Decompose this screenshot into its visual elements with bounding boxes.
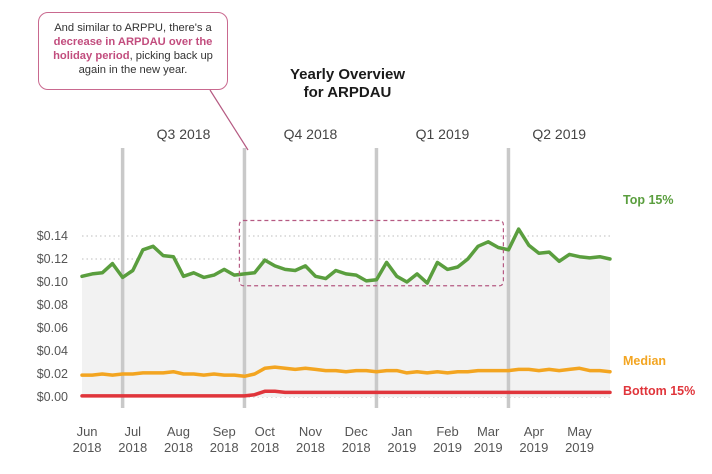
x-tick-month: Feb xyxy=(436,424,458,439)
callout-text-before: And similar to ARPPU, there's a xyxy=(54,22,212,34)
y-tick-label: $0.12 xyxy=(37,252,68,266)
x-tick-year: 2018 xyxy=(342,440,371,455)
x-tick-year: 2019 xyxy=(474,440,503,455)
quarter-label: Q2 2019 xyxy=(532,126,586,142)
chart-title-line1: Yearly Overview xyxy=(289,66,406,83)
series-line xyxy=(80,227,612,285)
x-tick-year: 2018 xyxy=(210,440,239,455)
x-tick-year: 2019 xyxy=(387,440,416,455)
callout-text-after: , picking back up again in the new year. xyxy=(78,50,213,76)
chart-title-line2: for ARPDAU xyxy=(303,84,392,101)
series-label: Median xyxy=(623,354,666,368)
x-tick-month: Oct xyxy=(255,424,276,439)
quarter-label: Q3 2018 xyxy=(157,126,211,142)
y-tick-label: $0.04 xyxy=(37,344,68,358)
quarter-label: Q1 2019 xyxy=(416,126,470,142)
series-line xyxy=(80,389,612,398)
y-tick-label: $0.14 xyxy=(37,229,68,243)
callout-highlight: decrease in ARPDAU over the holiday peri… xyxy=(53,36,213,62)
x-tick-year: 2019 xyxy=(519,440,548,455)
y-tick-label: $0.10 xyxy=(37,275,68,289)
highlight-box xyxy=(238,219,504,287)
series-label: Top 15% xyxy=(623,193,673,207)
series-line xyxy=(80,365,612,379)
x-tick-year: 2018 xyxy=(118,440,147,455)
x-tick-month: Apr xyxy=(524,424,545,439)
x-tick-month: May xyxy=(567,424,592,439)
callout-connector xyxy=(209,89,249,151)
chart-title: Yearly Overview for ARPDAU xyxy=(255,66,440,102)
x-tick-year: 2019 xyxy=(565,440,594,455)
x-tick-month: Jun xyxy=(77,424,98,439)
y-tick-label: $0.06 xyxy=(37,321,68,335)
x-tick-month: Aug xyxy=(167,424,190,439)
x-tick-year: 2019 xyxy=(433,440,462,455)
x-tick-month: Dec xyxy=(345,424,369,439)
y-tick-label: $0.00 xyxy=(37,390,68,404)
x-tick-month: Jan xyxy=(391,424,412,439)
x-tick-month: Sep xyxy=(213,424,236,439)
annotation-callout: And similar to ARPPU, there's a decrease… xyxy=(38,12,228,90)
y-tick-label: $0.02 xyxy=(37,367,68,381)
x-tick-month: Nov xyxy=(299,424,323,439)
top-series-area xyxy=(82,229,610,397)
series-label: Bottom 15% xyxy=(623,384,695,398)
y-tick-label: $0.08 xyxy=(37,298,68,312)
x-tick-year: 2018 xyxy=(164,440,193,455)
x-tick-year: 2018 xyxy=(296,440,325,455)
x-tick-month: Mar xyxy=(477,424,500,439)
x-tick-year: 2018 xyxy=(73,440,102,455)
quarter-label: Q4 2018 xyxy=(284,126,338,142)
x-tick-year: 2018 xyxy=(250,440,279,455)
x-tick-month: Jul xyxy=(124,424,141,439)
